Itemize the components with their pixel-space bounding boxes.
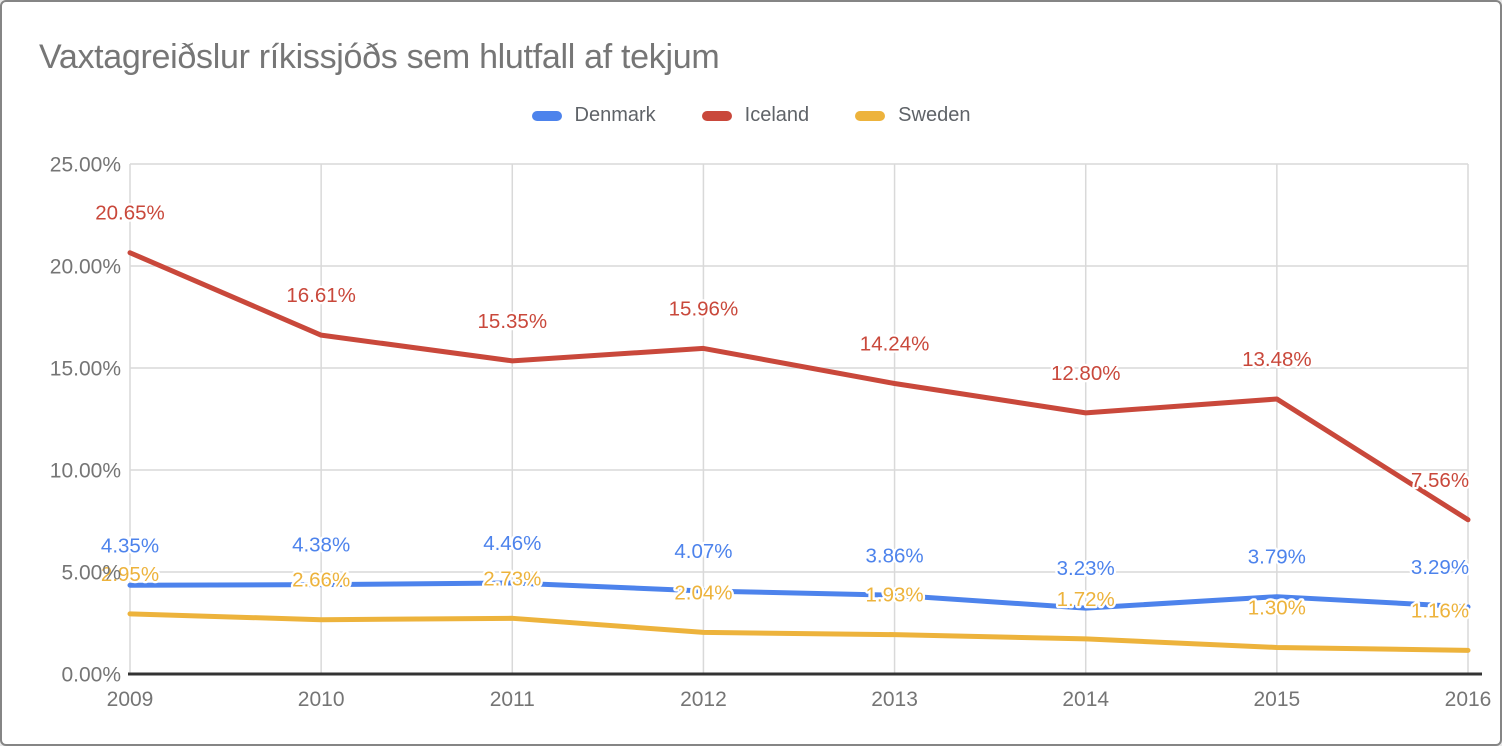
y-axis-tick-label: 25.00% <box>50 154 121 177</box>
x-axis-tick-label: 2010 <box>298 688 345 711</box>
sweden-data-label: 1.93% <box>866 584 924 607</box>
x-axis-tick-label: 2016 <box>1445 688 1492 711</box>
y-axis-tick-label: 5.00% <box>61 562 121 585</box>
denmark-data-label: 4.07% <box>674 540 732 563</box>
legend-label-iceland: Iceland <box>744 104 810 126</box>
iceland-data-label: 14.24% <box>860 333 930 356</box>
iceland-data-label: 16.61% <box>286 284 356 307</box>
sweden-data-label: 2.73% <box>483 567 541 590</box>
chart-title: Vaxtagreiðslur ríkissjóðs sem hlutfall a… <box>39 38 720 76</box>
x-axis-tick-label: 2011 <box>490 688 535 711</box>
y-axis-tick-label: 20.00% <box>50 256 121 279</box>
denmark-data-label: 3.79% <box>1248 546 1306 569</box>
sweden-data-label: 2.04% <box>674 581 732 604</box>
series-line-sweden[interactable] <box>127 611 1471 653</box>
denmark-data-label: 3.86% <box>866 544 924 567</box>
denmark-data-label: 4.35% <box>101 534 159 557</box>
legend-label-sweden: Sweden <box>898 104 971 126</box>
sweden-data-label: 1.16% <box>1411 599 1469 622</box>
iceland-data-label: 13.48% <box>1242 348 1312 371</box>
iceland-data-label: 15.35% <box>478 310 548 333</box>
sweden-data-label: 1.30% <box>1248 596 1306 619</box>
y-axis-tick-label: 0.00% <box>61 664 121 687</box>
legend-item-denmark[interactable]: Denmark <box>531 104 656 127</box>
denmark-data-label: 3.23% <box>1057 557 1115 580</box>
legend-label-denmark: Denmark <box>574 104 656 126</box>
denmark-series-swatch-icon <box>531 110 562 121</box>
series-line-denmark[interactable] <box>127 580 1471 611</box>
sweden-series-swatch-icon <box>855 110 886 121</box>
denmark-data-label: 3.29% <box>1411 556 1469 579</box>
legend-item-sweden[interactable]: Sweden <box>855 104 970 127</box>
series-line-iceland[interactable] <box>127 250 1471 523</box>
iceland-data-label: 7.56% <box>1411 469 1469 492</box>
denmark-data-label: 4.38% <box>292 534 350 557</box>
x-axis-tick-label: 2009 <box>107 688 154 711</box>
sweden-data-label: 1.72% <box>1057 588 1115 611</box>
iceland-data-label: 20.65% <box>95 202 165 225</box>
iceland-series-swatch-icon <box>701 110 732 121</box>
x-axis-tick-label: 2012 <box>680 688 727 711</box>
denmark-data-label: 4.46% <box>483 532 541 555</box>
sweden-data-label: 2.95% <box>101 563 159 586</box>
x-axis-tick-label: 2013 <box>871 688 918 711</box>
iceland-data-label: 15.96% <box>669 297 739 320</box>
sweden-data-label: 2.66% <box>292 569 350 592</box>
legend-item-iceland[interactable]: Iceland <box>701 104 810 127</box>
iceland-data-label: 12.80% <box>1051 362 1121 385</box>
chart-legend: Denmark Iceland Sweden <box>2 104 1500 127</box>
x-axis-tick-label: 2014 <box>1062 688 1109 711</box>
y-axis-tick-label: 10.00% <box>50 460 121 483</box>
x-axis-tick-label: 2015 <box>1253 688 1300 711</box>
y-axis-tick-label: 15.00% <box>50 358 121 381</box>
